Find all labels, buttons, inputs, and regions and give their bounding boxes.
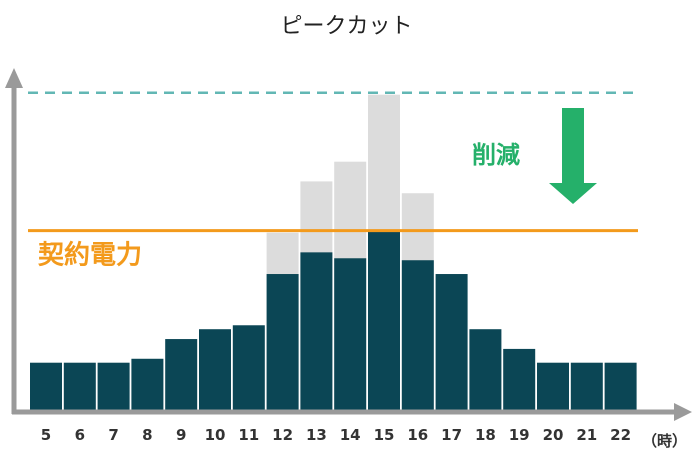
after-cut-bars — [30, 230, 637, 410]
after-cut-bar-7 — [97, 362, 130, 410]
after-cut-bar-6 — [63, 362, 96, 410]
x-tick-16: 16 — [407, 426, 428, 444]
axes — [5, 68, 692, 421]
after-cut-bar-10 — [199, 329, 231, 410]
x-tick-18: 18 — [475, 426, 496, 444]
x-tick-7: 7 — [108, 426, 118, 444]
y-axis-arrow-icon — [5, 68, 23, 88]
after-cut-bar-16 — [401, 260, 434, 410]
x-tick-14: 14 — [340, 426, 361, 444]
after-cut-bar-19 — [503, 348, 536, 410]
x-tick-8: 8 — [142, 426, 152, 444]
x-tick-15: 15 — [374, 426, 395, 444]
x-tick-20: 20 — [543, 426, 564, 444]
after-cut-bar-18 — [469, 329, 502, 410]
contract-power-label: 契約電力 — [37, 240, 142, 271]
after-cut-bar-22 — [604, 362, 637, 410]
after-cut-bar-11 — [232, 325, 265, 410]
x-tick-5: 5 — [41, 426, 51, 444]
after-cut-bar-9 — [165, 339, 198, 410]
x-tick-10: 10 — [205, 426, 226, 444]
after-cut-bar-14 — [334, 258, 367, 410]
chart-title: ピークカット — [280, 14, 413, 39]
reduction-arrow-icon — [549, 108, 597, 204]
after-cut-bar-21 — [570, 362, 603, 410]
x-axis-unit: （時） — [642, 432, 687, 450]
x-tick-13: 13 — [306, 426, 327, 444]
x-tick-17: 17 — [441, 426, 462, 444]
x-tick-6: 6 — [75, 426, 85, 444]
x-axis-arrow-icon — [674, 403, 692, 421]
x-tick-labels: 5 6 7 8 9 10 11 12 13 14 15 16 17 18 19 20 21 22 — [41, 426, 631, 444]
x-tick-22: 22 — [610, 426, 631, 444]
x-tick-21: 21 — [576, 426, 597, 444]
x-tick-9: 9 — [176, 426, 186, 444]
after-cut-bar-20 — [537, 362, 569, 410]
after-cut-bar-5 — [30, 362, 62, 410]
x-tick-12: 12 — [272, 426, 293, 444]
reduction-label: 削減 — [472, 141, 520, 169]
after-cut-bar-17 — [435, 274, 468, 410]
x-tick-19: 19 — [509, 426, 530, 444]
after-cut-bar-12 — [266, 274, 299, 410]
after-cut-bar-13 — [300, 252, 333, 410]
x-tick-11: 11 — [238, 426, 259, 444]
after-cut-bar-15 — [368, 230, 400, 410]
after-cut-bar-8 — [131, 358, 164, 410]
